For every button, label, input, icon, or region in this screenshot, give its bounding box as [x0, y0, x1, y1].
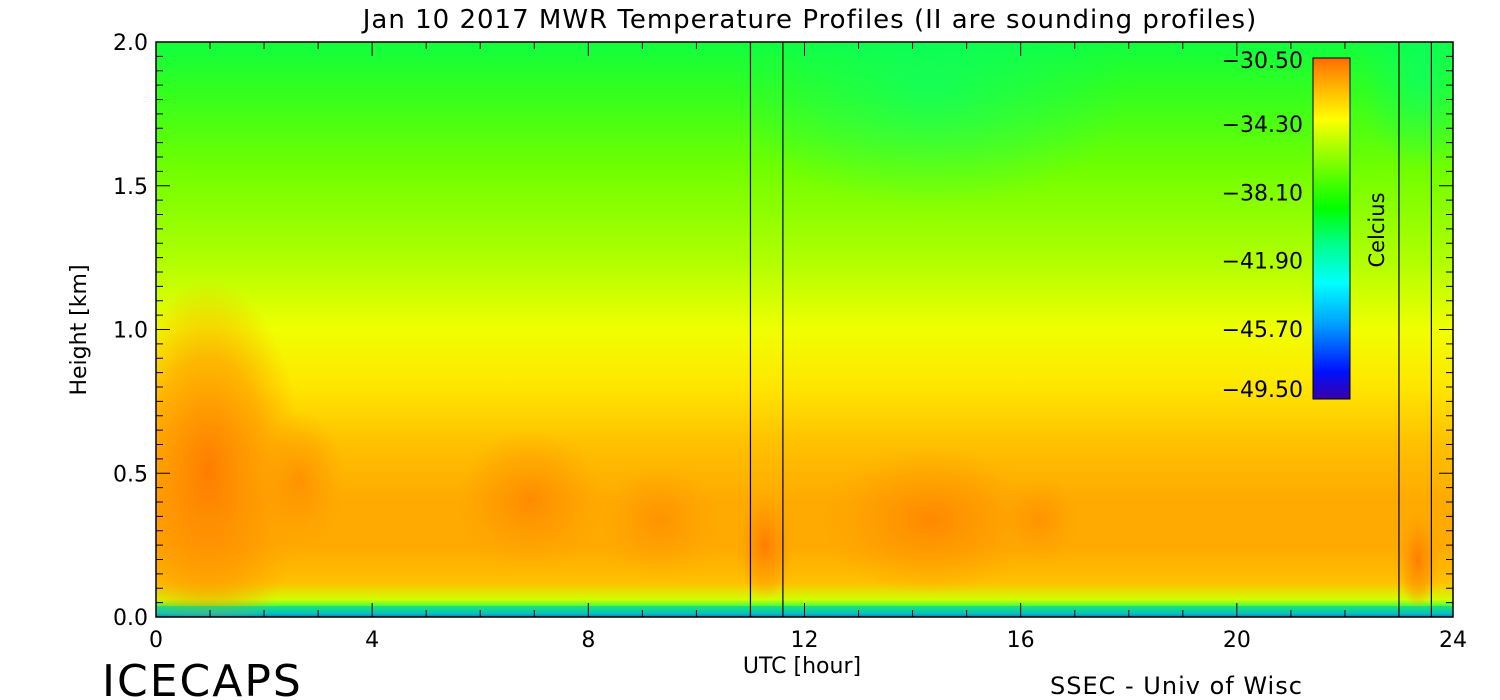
y-axis: 0.0 0.5 1.0 1.5 2.0 — [113, 31, 1453, 631]
x-tick-label: 20 — [1223, 628, 1251, 653]
warm-core — [820, 445, 1040, 595]
chart-title: Jan 10 2017 MWR Temperature Profiles (II… — [361, 5, 1257, 35]
x-tick-label: 24 — [1439, 628, 1467, 653]
x-tick-label: 0 — [149, 628, 163, 653]
y-tick-label: 1.5 — [113, 175, 148, 200]
warm-core — [1398, 510, 1438, 610]
colorbar-ticks: −30.50 −34.30 −38.10 −41.90 −45.70 −49.50 — [1222, 49, 1303, 403]
warm-core — [255, 410, 345, 550]
y-axis-label: Height [km] — [67, 264, 92, 395]
x-tick-label: 16 — [1007, 628, 1035, 653]
warm-core — [600, 460, 720, 580]
colorbar-tick-label: −34.30 — [1222, 113, 1303, 138]
colorbar-tick-label: −30.50 — [1222, 49, 1303, 74]
y-tick-label: 2.0 — [113, 31, 148, 56]
colorbar-tick-label: −38.10 — [1222, 181, 1303, 206]
colorbar-tick-label: −41.90 — [1222, 250, 1303, 275]
cool-region — [730, 42, 1130, 210]
y-tick-label: 0.5 — [113, 462, 148, 487]
colorbar-tick-label: −45.70 — [1222, 318, 1303, 343]
warm-core — [156, 280, 303, 617]
y-tick-label: 0.0 — [113, 606, 148, 631]
warm-core — [455, 430, 605, 570]
cool-region — [1360, 42, 1453, 170]
sounding-lines — [749, 42, 1432, 617]
warm-core — [737, 490, 793, 600]
x-tick-label: 12 — [791, 628, 819, 653]
colorbar-tick-label: −49.50 — [1222, 378, 1303, 403]
x-tick-label: 8 — [581, 628, 595, 653]
colorbar-label: Celcius — [1365, 192, 1389, 267]
logo-text: ICECAPS — [102, 656, 303, 700]
y-tick-label: 1.0 — [113, 319, 148, 344]
heatmap-field — [156, 42, 1453, 617]
credit-text: SSEC - Univ of Wisc — [1050, 672, 1303, 700]
colorbar — [1312, 57, 1351, 400]
x-axis-label: UTC [hour] — [743, 654, 861, 679]
x-tick-label: 4 — [365, 628, 379, 653]
warm-core — [1000, 475, 1080, 565]
x-axis: 0 4 8 12 16 20 24 — [149, 42, 1467, 653]
